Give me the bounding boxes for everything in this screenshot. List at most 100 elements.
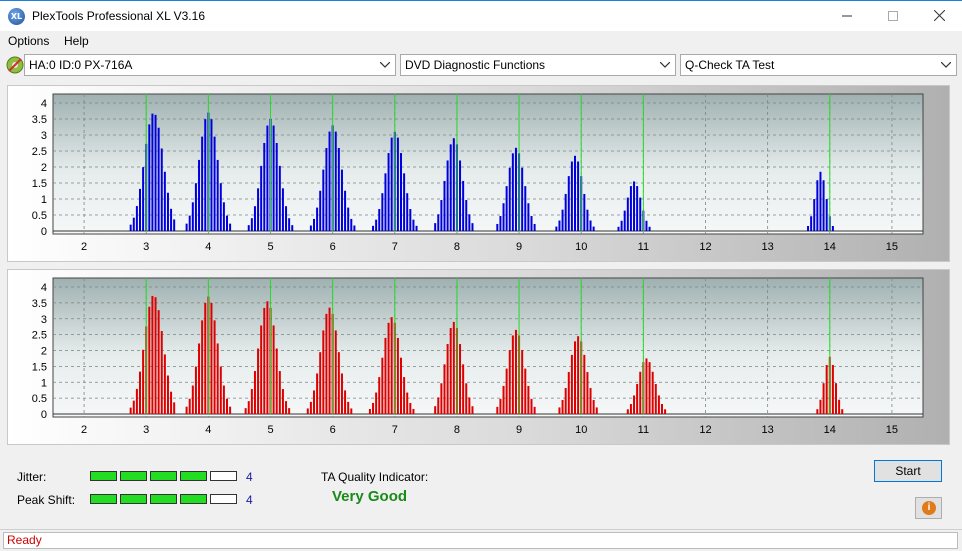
data-bar — [570, 354, 573, 414]
maximize-button[interactable] — [870, 1, 916, 31]
data-bar — [533, 406, 536, 414]
peak-shift-meter-segment — [210, 494, 237, 504]
data-bar — [403, 173, 406, 231]
data-bar — [340, 373, 343, 414]
data-bar — [328, 131, 331, 231]
data-bar — [316, 373, 319, 414]
x-tick-label: 15 — [886, 241, 898, 253]
data-bar — [822, 383, 825, 414]
data-bar — [639, 371, 642, 414]
data-bar — [129, 407, 132, 414]
data-bar — [222, 202, 225, 231]
data-bar — [446, 344, 449, 414]
close-button[interactable] — [916, 1, 962, 31]
data-bar — [468, 397, 471, 414]
start-button[interactable]: Start — [874, 460, 942, 482]
data-bar — [253, 206, 256, 231]
y-tick-label: 0.5 — [32, 393, 47, 405]
data-bar — [325, 148, 328, 231]
x-tick-label: 10 — [575, 241, 587, 253]
data-bar — [807, 225, 810, 231]
data-bar — [387, 153, 390, 231]
data-bar — [409, 209, 412, 231]
x-tick-label: 11 — [638, 424, 649, 436]
data-bar — [661, 403, 663, 414]
x-tick-label: 3 — [143, 424, 149, 436]
data-bar — [275, 348, 278, 414]
jitter-meter-segment — [210, 471, 237, 481]
data-bar — [322, 330, 325, 414]
drive-select[interactable]: HA:0 ID:0 PX-716A — [24, 54, 396, 76]
x-tick-label: 5 — [267, 424, 273, 436]
info-button[interactable]: i — [915, 497, 942, 519]
y-tick-label: 2 — [41, 162, 47, 174]
x-tick-label: 5 — [267, 241, 273, 253]
data-bar — [530, 216, 533, 231]
data-bar — [406, 193, 409, 231]
data-bar — [219, 366, 222, 414]
data-bar — [170, 208, 173, 231]
data-bar — [281, 389, 284, 414]
data-bar — [465, 200, 468, 231]
menu-options[interactable]: Options — [8, 34, 50, 48]
data-bar — [350, 408, 353, 414]
data-bar — [561, 399, 564, 414]
data-bar — [257, 348, 260, 414]
y-tick-label: 3.5 — [32, 114, 47, 126]
data-bar — [555, 226, 558, 231]
data-bar — [496, 406, 499, 414]
data-bar — [831, 365, 834, 414]
y-tick-label: 1 — [41, 377, 47, 389]
x-tick-label: 15 — [886, 424, 898, 436]
data-bar — [583, 193, 586, 231]
data-bar — [629, 403, 632, 414]
data-bar — [586, 372, 589, 414]
data-bar — [449, 328, 452, 414]
data-bar — [170, 391, 173, 414]
x-tick-label: 2 — [81, 424, 87, 436]
data-bar — [334, 330, 337, 414]
data-bar — [390, 137, 393, 231]
ta-quality-label: TA Quality Indicator: — [321, 470, 429, 484]
data-bar — [291, 225, 294, 231]
test-select[interactable]: Q-Check TA Test — [680, 54, 957, 76]
menu-help[interactable]: Help — [64, 34, 89, 48]
data-bar — [508, 167, 511, 231]
data-bar — [443, 364, 446, 414]
data-bar — [381, 357, 384, 414]
peak-shift-meter-segment — [90, 494, 117, 504]
data-bar — [567, 372, 570, 414]
chevron-down-icon — [658, 55, 672, 75]
minimize-button[interactable] — [824, 1, 870, 31]
x-tick-label: 13 — [762, 424, 774, 436]
data-bar — [664, 409, 667, 414]
x-tick-label: 8 — [454, 241, 460, 253]
data-bar — [201, 320, 204, 414]
data-bar — [502, 385, 505, 414]
data-bar — [347, 207, 350, 231]
data-bar — [384, 173, 387, 231]
data-bar — [440, 200, 443, 231]
data-bar — [247, 401, 250, 414]
data-bar — [527, 203, 530, 231]
jitter-meter-segment — [150, 471, 177, 481]
x-tick-label: 2 — [81, 241, 87, 253]
x-tick-label: 7 — [392, 424, 398, 436]
land-chart-panel: 0 0.5 1 1.5 2 2.5 3 3.5 4 2 3 4 5 6 7 8 9 10 11 12 13 14 15 — [7, 85, 950, 262]
jitter-label: Jitter: — [17, 470, 47, 484]
data-bar — [471, 406, 474, 414]
x-tick-label: 7 — [392, 241, 398, 253]
data-bar — [465, 383, 468, 414]
data-bar — [142, 349, 145, 414]
maximize-icon — [888, 11, 898, 21]
data-bar — [173, 219, 176, 231]
data-bar — [592, 399, 595, 414]
data-bar — [626, 197, 629, 231]
drive-select-value: HA:0 ID:0 PX-716A — [29, 58, 133, 72]
data-bar — [459, 160, 462, 231]
data-bar — [316, 207, 319, 231]
function-select[interactable]: DVD Diagnostic Functions — [400, 54, 676, 76]
data-bar — [524, 186, 527, 231]
x-tick-label: 9 — [516, 241, 522, 253]
peak-shift-meter-segment — [180, 494, 207, 504]
